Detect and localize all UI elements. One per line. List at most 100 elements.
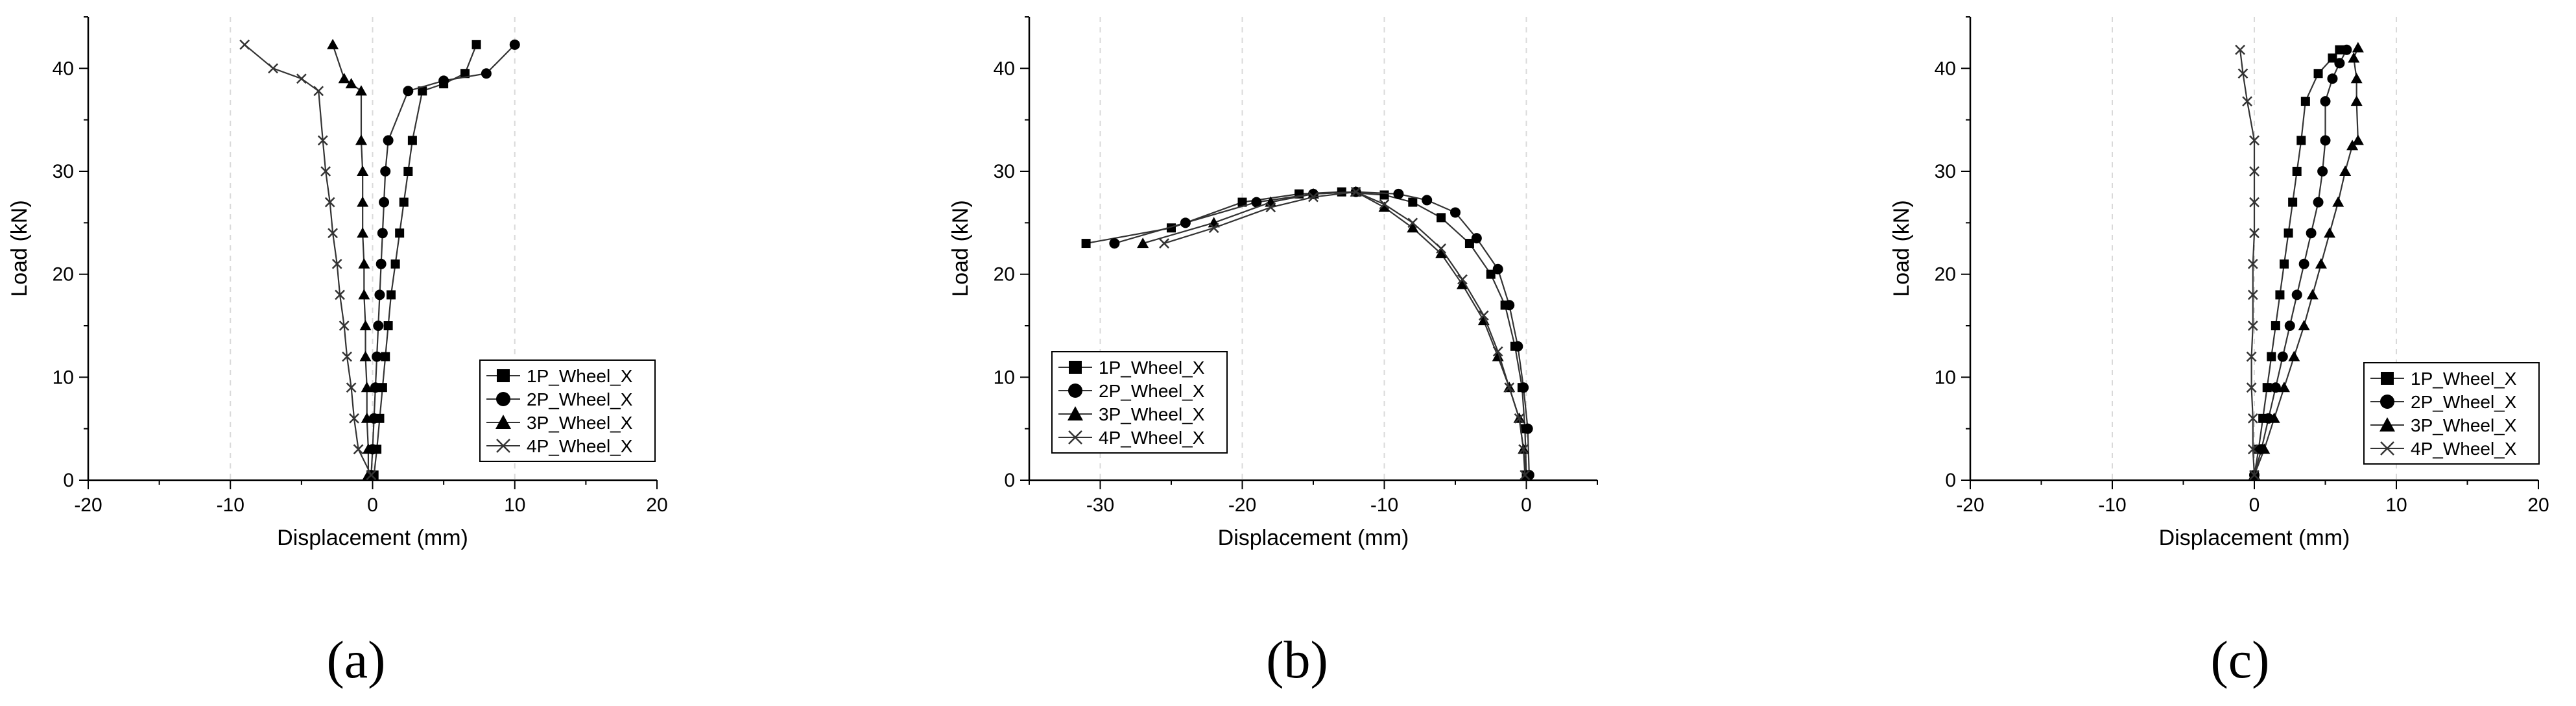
x-tick-label: 0: [1521, 494, 1532, 516]
y-tick-label: 40: [1935, 58, 1956, 79]
data-point: [2235, 44, 2245, 55]
data-point: [366, 470, 377, 480]
data-point: [2249, 470, 2260, 480]
x-tick-label: 10: [2385, 494, 2407, 516]
data-point: [1457, 274, 1468, 285]
legend: 1P_Wheel_X 2P_Wheel_X 3P_Wheel_X 4P_Wheel_X: [1051, 351, 1228, 454]
data-point: [1081, 239, 1091, 249]
data-point: [2313, 69, 2323, 79]
series-1P_Wheel_X: [1081, 187, 1531, 480]
data-point: [2315, 258, 2327, 269]
data-point: [2271, 321, 2280, 330]
series-4P_Wheel_X: [1159, 186, 1531, 480]
data-point: [2247, 258, 2258, 269]
data-point: [2247, 444, 2258, 455]
chart-panel-1: -20 -10 0 10 20 0 10 20 30 40 Displacement (mm) Loa…: [7, 16, 668, 550]
data-point: [2328, 53, 2337, 63]
data-point: [1251, 197, 1262, 208]
data-point: [357, 165, 369, 176]
legend-label: 4P_Wheel_X: [2411, 439, 2517, 459]
data-point: [2284, 228, 2293, 238]
data-point: [2348, 52, 2360, 63]
data-point: [2332, 196, 2344, 207]
data-point: [1109, 238, 1120, 249]
data-point: [2320, 96, 2331, 107]
legend: 1P_Wheel_X 2P_Wheel_X 3P_Wheel_X 4P_Wheel_X: [2363, 362, 2540, 465]
series-line: [2253, 49, 2341, 476]
data-point: [1180, 217, 1191, 228]
data-point: [1492, 263, 1503, 274]
legend-marker: [496, 392, 510, 406]
y-tick-label: 40: [994, 58, 1015, 79]
data-point: [1408, 197, 1418, 207]
legend-label: 3P_Wheel_X: [2411, 415, 2517, 435]
data-point: [2341, 44, 2352, 55]
data-point: [1512, 341, 1523, 352]
x-tick-label: 0: [367, 494, 378, 516]
y-tick-label: 10: [53, 367, 74, 388]
data-point: [2242, 96, 2252, 106]
data-point: [1436, 243, 1446, 254]
data-point: [2327, 73, 2338, 84]
data-point: [1478, 310, 1489, 321]
data-point: [1437, 213, 1446, 223]
data-point: [380, 166, 391, 176]
series-4P_Wheel_X: [2235, 44, 2260, 480]
y-tick-label: 0: [63, 470, 74, 491]
data-point: [2284, 321, 2295, 331]
legend-label: 3P_Wheel_X: [1099, 404, 1205, 424]
chart-panel-3: -20 -10 0 10 20 0 10 20 30 40 Displacement (mm) Loa…: [1889, 16, 2549, 550]
data-point: [1504, 382, 1515, 393]
series-1P_Wheel_X: [2250, 45, 2344, 480]
data-point: [1520, 470, 1531, 480]
y-axis-title: Load (kN): [948, 200, 973, 297]
data-point: [2279, 259, 2289, 269]
data-point: [2249, 228, 2260, 239]
y-axis-title: Load (kN): [7, 200, 32, 297]
legend-marker: [1067, 406, 1083, 420]
y-tick-label: 10: [1935, 367, 1956, 388]
data-point: [2298, 258, 2309, 269]
data-point: [2298, 320, 2310, 330]
data-point: [1407, 217, 1418, 228]
data-point: [2246, 351, 2257, 362]
legend-label: 1P_Wheel_X: [1099, 358, 1205, 378]
data-point: [1350, 186, 1361, 197]
data-point: [2247, 321, 2258, 331]
data-point: [2262, 383, 2272, 393]
data-point: [2268, 412, 2280, 423]
data-point: [1308, 191, 1318, 202]
x-axis-title: Displacement (mm): [1218, 526, 1409, 550]
data-point: [376, 258, 387, 269]
data-point: [2277, 351, 2288, 362]
data-point: [1514, 413, 1525, 424]
data-point: [2288, 197, 2298, 207]
data-point: [1504, 300, 1515, 311]
data-point: [362, 443, 374, 454]
data-point: [1393, 188, 1404, 199]
data-point: [387, 290, 396, 300]
data-point: [338, 73, 350, 84]
data-point: [377, 383, 387, 393]
data-point: [2350, 73, 2363, 84]
legend-label: 3P_Wheel_X: [527, 413, 633, 433]
data-point: [1486, 269, 1496, 279]
legend-label: 2P_Wheel_X: [527, 389, 633, 409]
data-point: [359, 320, 372, 330]
data-point: [383, 321, 393, 330]
data-point: [345, 78, 357, 89]
data-point: [1307, 188, 1319, 199]
x-tick-label: 20: [2527, 494, 2549, 516]
data-point: [395, 228, 405, 238]
data-point: [2306, 289, 2319, 300]
data-point: [313, 86, 324, 97]
data-point: [357, 196, 369, 207]
legend-label: 4P_Wheel_X: [527, 436, 633, 456]
legend: 1P_Wheel_X 2P_Wheel_X 3P_Wheel_X 4P_Wheel_X: [479, 359, 656, 462]
x-tick-label: 20: [646, 494, 667, 516]
legend-marker: [1068, 383, 1082, 398]
data-point: [2352, 42, 2364, 53]
data-point: [317, 135, 328, 146]
data-point: [2334, 58, 2345, 69]
data-point: [1456, 278, 1468, 289]
